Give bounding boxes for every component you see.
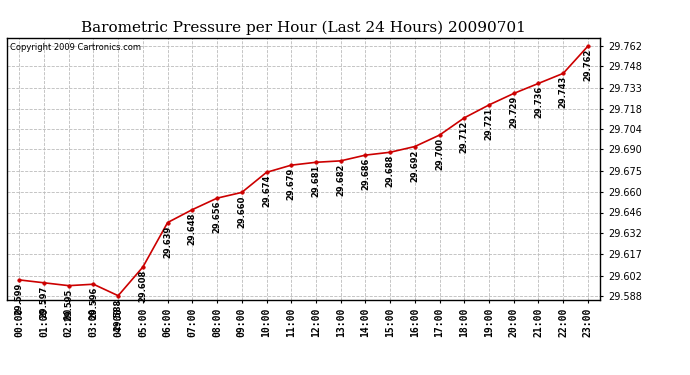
Text: 29.595: 29.595 — [64, 288, 73, 321]
Text: Copyright 2009 Cartronics.com: Copyright 2009 Cartronics.com — [10, 43, 141, 52]
Text: 29.608: 29.608 — [139, 270, 148, 302]
Text: 29.656: 29.656 — [213, 201, 221, 233]
Text: 29.588: 29.588 — [114, 298, 123, 331]
Text: 29.686: 29.686 — [361, 158, 370, 190]
Text: 29.688: 29.688 — [386, 155, 395, 187]
Text: 29.682: 29.682 — [336, 164, 345, 196]
Text: 29.736: 29.736 — [534, 86, 543, 118]
Text: 29.721: 29.721 — [484, 108, 493, 140]
Text: 29.674: 29.674 — [262, 175, 271, 207]
Text: 29.743: 29.743 — [559, 76, 568, 108]
Text: 29.679: 29.679 — [287, 168, 296, 200]
Text: 29.597: 29.597 — [39, 286, 48, 318]
Text: 29.729: 29.729 — [509, 96, 518, 129]
Title: Barometric Pressure per Hour (Last 24 Hours) 20090701: Barometric Pressure per Hour (Last 24 Ho… — [81, 21, 526, 35]
Text: 29.639: 29.639 — [163, 225, 172, 258]
Text: 29.681: 29.681 — [311, 165, 320, 198]
Text: 29.596: 29.596 — [89, 287, 98, 320]
Text: 29.648: 29.648 — [188, 212, 197, 245]
Text: 29.660: 29.660 — [237, 195, 246, 228]
Text: 29.692: 29.692 — [411, 149, 420, 182]
Text: 29.599: 29.599 — [14, 283, 23, 315]
Text: 29.700: 29.700 — [435, 138, 444, 170]
Text: 29.762: 29.762 — [584, 49, 593, 81]
Text: 29.712: 29.712 — [460, 121, 469, 153]
